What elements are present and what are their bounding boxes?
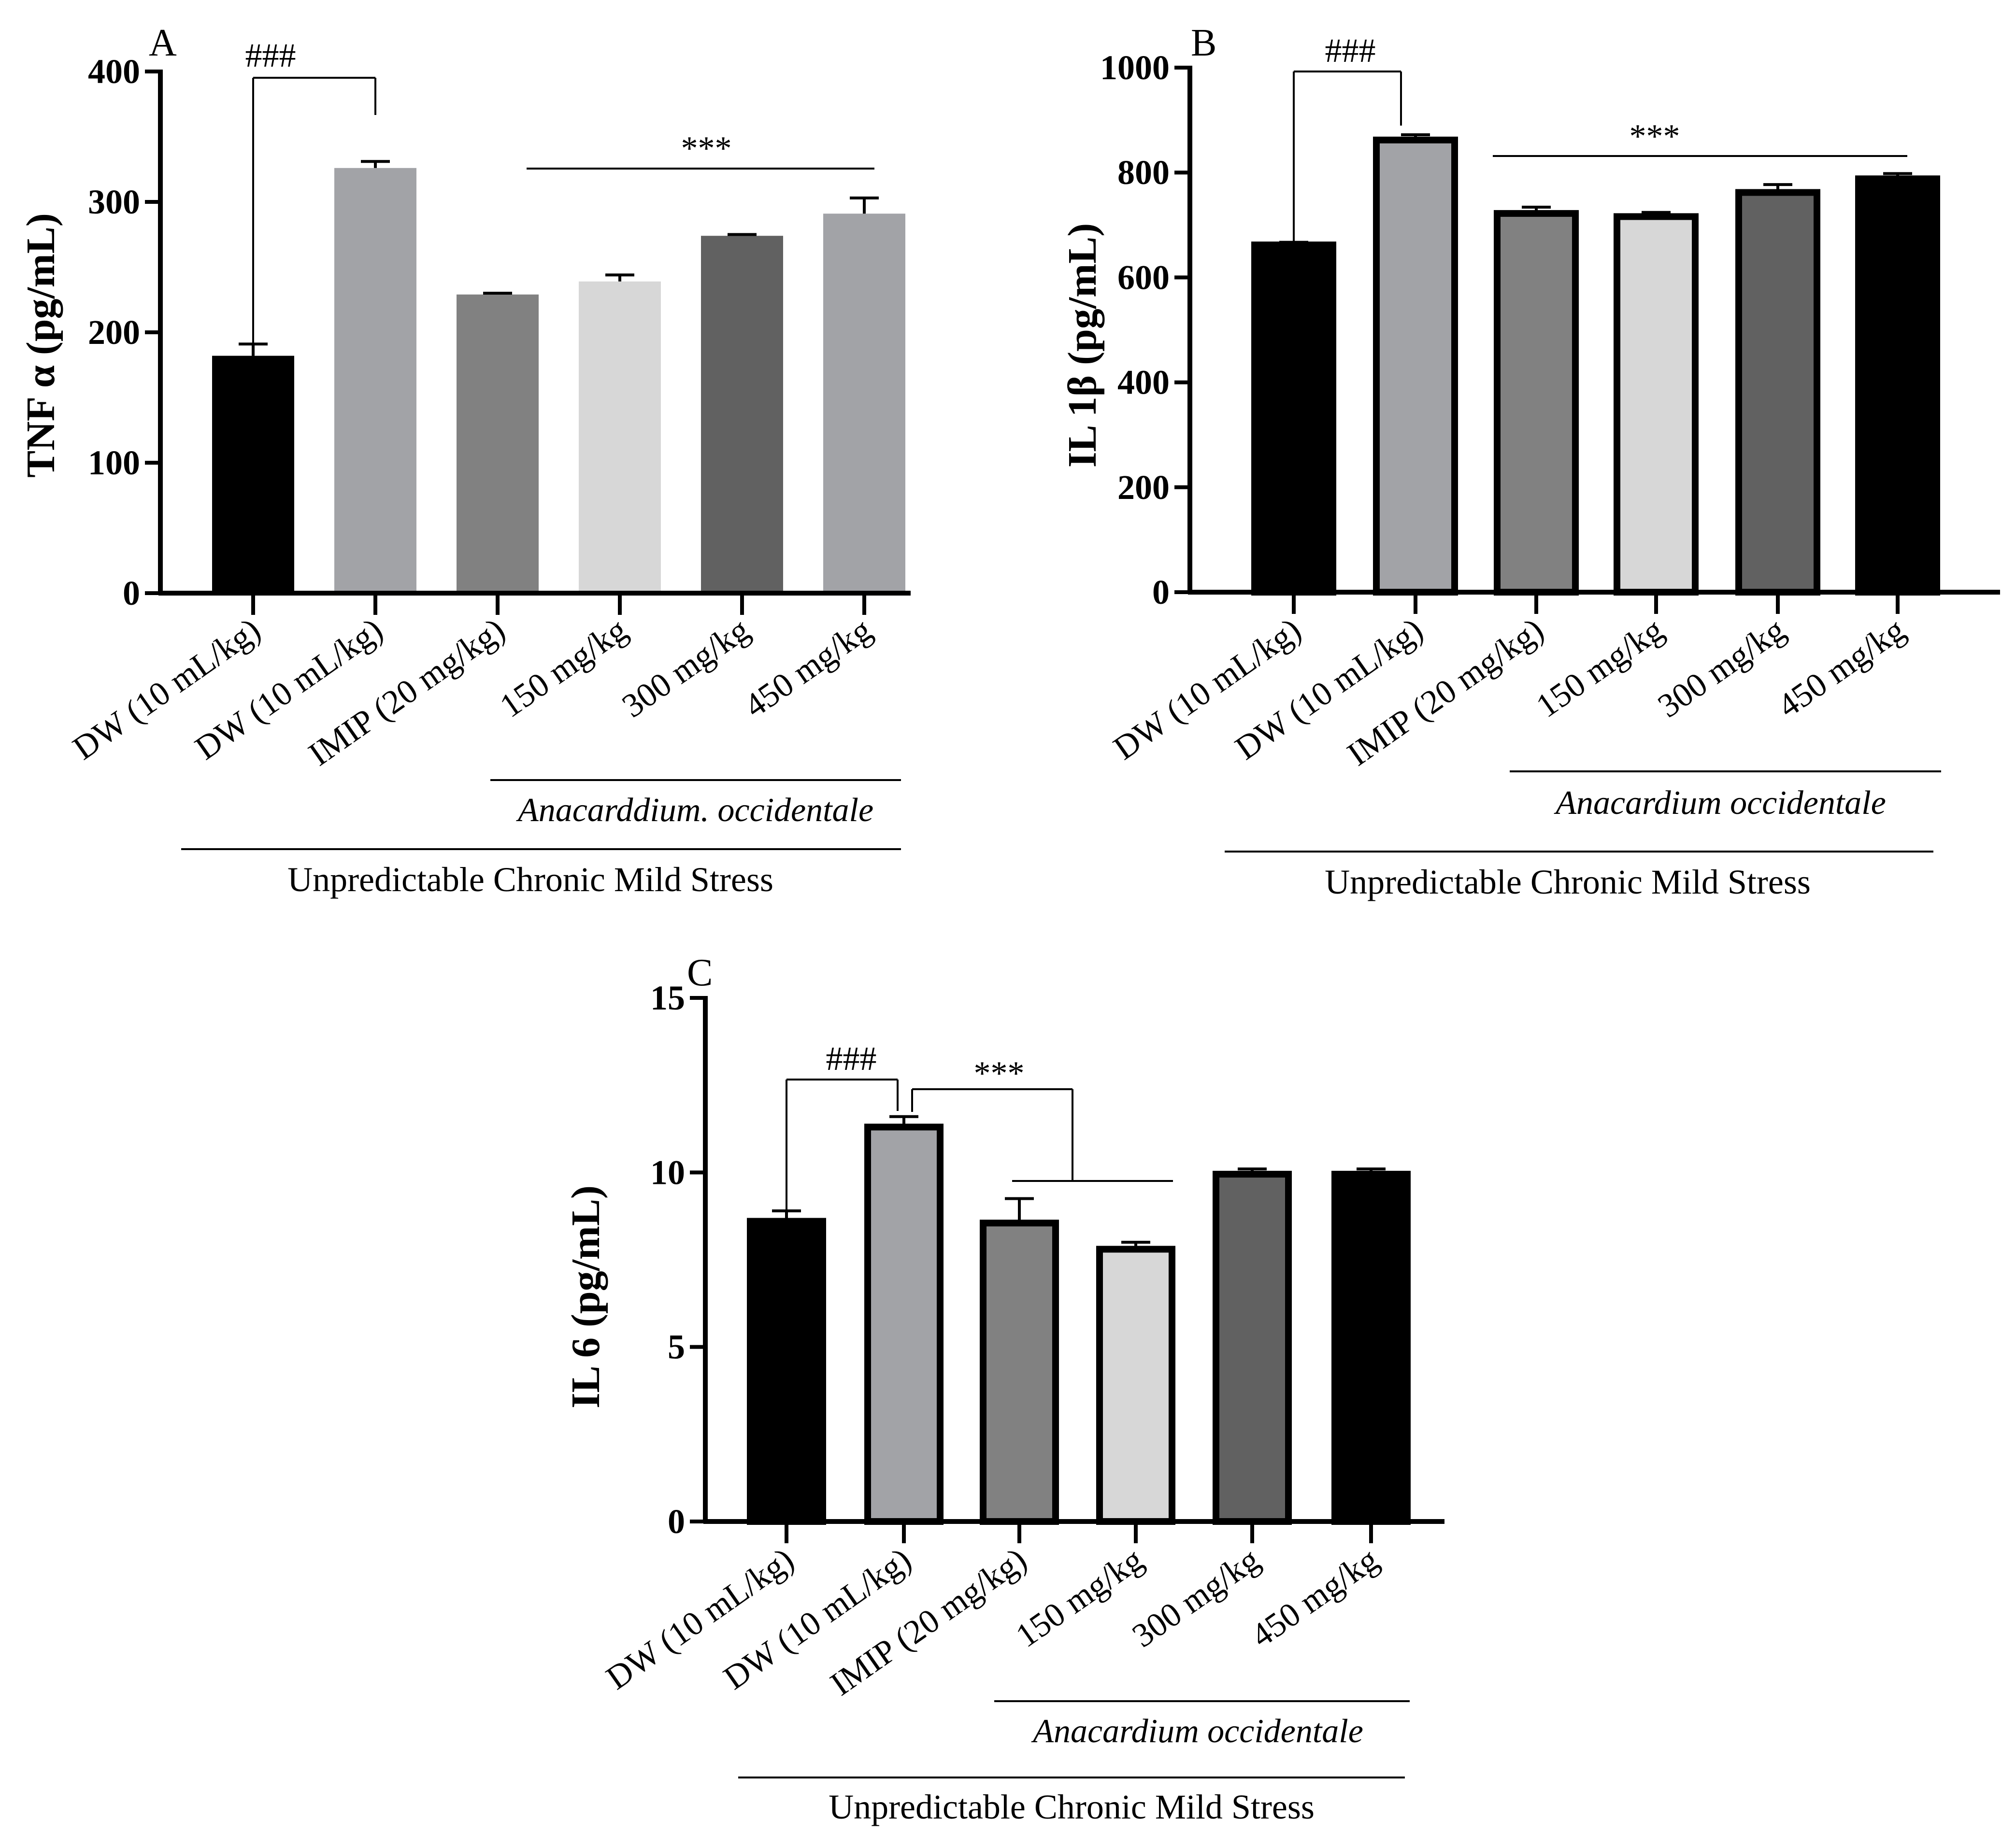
- comparison-bracket: ###: [245, 37, 376, 343]
- significance-label: ***: [974, 1055, 1025, 1092]
- y-tick-label: 100: [88, 443, 140, 482]
- y-axis-label: TNF α (pg/mL): [18, 213, 63, 478]
- category-labels: DW (10 mL/kg)DW (10 mL/kg)IMIP (20 mg/kg…: [66, 611, 878, 773]
- y-tick-label: 200: [88, 313, 140, 352]
- bar: [334, 168, 416, 593]
- category-labels: DW (10 mL/kg)DW (10 mL/kg)IMIP (20 mg/kg…: [600, 1541, 1385, 1703]
- y-tick-label: 15: [650, 979, 685, 1017]
- category-labels: DW (10 mL/kg)DW (10 mL/kg)IMIP (20 mg/kg…: [1107, 611, 1912, 773]
- comparison-label: ###: [826, 1040, 877, 1078]
- significance-label: ***: [1630, 118, 1680, 155]
- chart-panel-b: B 0 200 400 600 800 1000 IL 1β (pg/mL) DW (10…: [1060, 22, 2000, 901]
- group-label: Unpredictable Chronic Mild Stress: [287, 860, 773, 899]
- bar: [747, 1218, 826, 1525]
- bar: [1331, 1170, 1411, 1525]
- y-tick-label: 10: [650, 1153, 685, 1192]
- y-tick-label: 300: [88, 183, 140, 221]
- bar: [212, 355, 294, 593]
- bar: [864, 1123, 944, 1525]
- comparison-bracket: ###: [1293, 32, 1402, 338]
- error-bar-group: [772, 1115, 1386, 1250]
- chart-panel-a: A 0 100 200 300 400 TNF α (pg/mL) DW (10 mL/…: [18, 22, 911, 899]
- bar-group: [747, 1123, 1411, 1525]
- y-tick-label: 0: [1152, 573, 1170, 611]
- error-bar-group: [1279, 133, 1912, 245]
- comparison-label: ###: [1325, 32, 1376, 70]
- y-tick-labels: 0 100 200 300 400: [88, 52, 140, 612]
- category-label: 300 mg/kg: [1651, 611, 1792, 725]
- species-label: Anacardium occidentale: [1031, 1713, 1363, 1750]
- significance-line: ***: [1493, 118, 1907, 157]
- significance-line: ***: [527, 130, 874, 170]
- category-label: 150 mg/kg: [1530, 611, 1670, 725]
- group-label: Unpredictable Chronic Mild Stress: [1325, 863, 1811, 901]
- bar: [1096, 1246, 1175, 1525]
- comparison-label: ###: [245, 37, 296, 74]
- y-tick-label: 800: [1117, 153, 1170, 192]
- y-axis-label: IL 6 (pg/mL): [563, 1185, 608, 1408]
- y-tick-label: 0: [123, 574, 140, 612]
- panel-label: C: [687, 952, 713, 994]
- bar: [1735, 189, 1820, 596]
- y-tick-label: 400: [1117, 363, 1170, 402]
- bar: [1213, 1170, 1292, 1525]
- bar: [579, 281, 661, 593]
- error-bar-group: [239, 160, 879, 356]
- bar: [1494, 210, 1579, 596]
- axes: [1174, 66, 2000, 614]
- significance-bracket: ***: [911, 1055, 1173, 1182]
- category-label: 300 mg/kg: [615, 611, 756, 725]
- bar: [701, 236, 783, 593]
- panel-label: B: [1191, 22, 1216, 64]
- y-tick-label: 5: [668, 1328, 685, 1366]
- bar: [823, 213, 905, 593]
- bar-group: [1251, 136, 1940, 596]
- y-tick-labels: 0 5 10 15: [650, 979, 685, 1541]
- category-label: 450 mg/kg: [1244, 1541, 1385, 1655]
- category-label: 450 mg/kg: [738, 611, 878, 725]
- y-tick-labels: 0 200 400 600 800 1000: [1100, 48, 1170, 611]
- y-axis-label: IL 1β (pg/mL): [1060, 223, 1105, 468]
- bar: [1614, 213, 1699, 596]
- category-label: IMIP (20 mg/kg): [824, 1541, 1033, 1703]
- y-tick-label: 1000: [1100, 48, 1170, 87]
- category-label: 150 mg/kg: [493, 611, 634, 725]
- category-label: 300 mg/kg: [1126, 1541, 1266, 1655]
- chart-panel-c: C 0 5 10 15 IL 6 (pg/mL) DW (10 mL/kg)DW (1…: [563, 952, 1444, 1826]
- y-tick-label: 0: [668, 1502, 685, 1541]
- panel-label: A: [149, 22, 177, 64]
- category-label: 450 mg/kg: [1771, 611, 1912, 725]
- bar: [1855, 175, 1940, 596]
- y-tick-label: 200: [1117, 468, 1170, 507]
- y-tick-label: 600: [1117, 258, 1170, 297]
- bar-group: [212, 168, 905, 593]
- axes: [690, 996, 1444, 1543]
- bar: [457, 294, 539, 593]
- species-label: Anacardium occidentale: [1554, 784, 1886, 822]
- comparison-bracket: ###: [786, 1040, 899, 1210]
- category-label: IMIP (20 mg/kg): [1341, 611, 1550, 773]
- species-label: Anacarddium. occidentale: [516, 792, 873, 829]
- axes: [145, 70, 911, 615]
- category-label: 150 mg/kg: [1009, 1541, 1150, 1655]
- y-tick-label: 400: [88, 52, 140, 91]
- bar: [980, 1220, 1059, 1525]
- bar: [1373, 136, 1458, 596]
- significance-label: ***: [681, 130, 732, 167]
- group-label: Unpredictable Chronic Mild Stress: [829, 1788, 1315, 1826]
